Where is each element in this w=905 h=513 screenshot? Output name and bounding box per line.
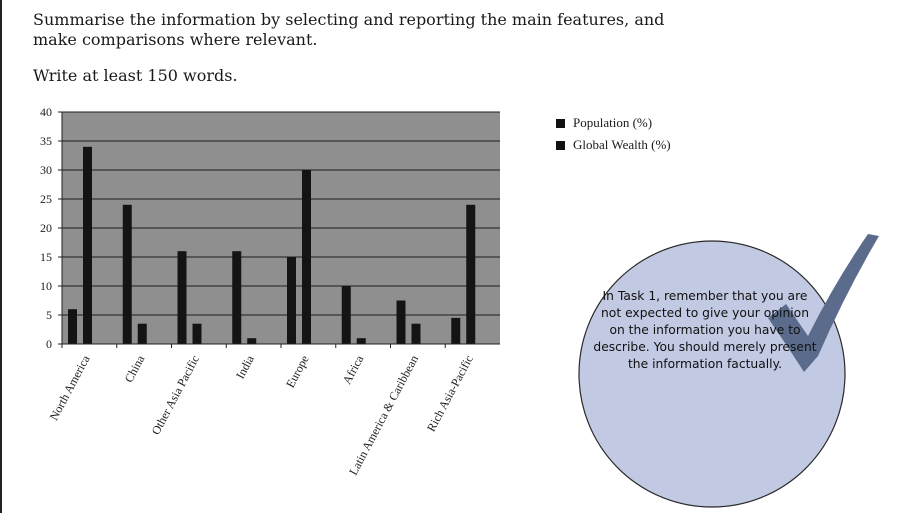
legend-label-wealth: Global Wealth (%)	[573, 137, 671, 152]
y-tick-label: 30	[40, 163, 52, 177]
callout-text: In Task 1, remember that you are not exp…	[593, 289, 817, 371]
y-tick-label: 10	[40, 279, 52, 293]
bar-population-7	[451, 317, 461, 344]
bar-wealth-3	[247, 338, 257, 344]
bar-wealth-7	[466, 204, 476, 344]
legend-swatch-wealth	[556, 140, 565, 150]
legend-item-wealth: Global Wealth (%)	[556, 134, 671, 156]
bar-population-2	[177, 251, 187, 344]
bar-population-3	[232, 251, 242, 344]
bar-wealth-1	[137, 323, 147, 344]
bar-population-1	[122, 204, 132, 344]
y-tick-label: 20	[40, 221, 52, 235]
task-instructions: Summarise the information by selecting a…	[33, 10, 665, 49]
legend-label-population: Population (%)	[573, 115, 653, 130]
y-tick-label: 40	[40, 105, 52, 119]
y-tick-label: 15	[40, 250, 52, 264]
bar-wealth-6	[411, 323, 421, 344]
legend-swatch-population	[556, 118, 565, 128]
y-tick-label: 25	[40, 192, 52, 206]
bar-population-0	[68, 309, 77, 344]
callout-circle	[578, 240, 846, 508]
word-count-requirement: Write at least 150 words.	[33, 66, 238, 85]
bar-wealth-4	[302, 170, 311, 344]
bar-wealth-0	[83, 146, 92, 344]
bar-population-4	[287, 257, 296, 344]
bar-population-5	[341, 286, 351, 344]
legend-item-population: Population (%)	[556, 112, 671, 134]
bar-population-6	[396, 300, 406, 344]
checkmark-icon	[768, 234, 879, 372]
y-tick-label: 5	[46, 308, 52, 322]
chart-legend: Population (%) Global Wealth (%)	[556, 112, 671, 156]
page-left-border	[0, 0, 2, 513]
plot-area	[62, 111, 500, 345]
bar-wealth-5	[356, 338, 366, 344]
bars	[68, 146, 476, 344]
y-axis: 0 5 10 15 20 25 30 35 40	[40, 105, 63, 351]
bar-wealth-2	[192, 323, 202, 344]
y-tick-label: 35	[40, 134, 52, 148]
y-tick-label: 0	[46, 337, 52, 351]
